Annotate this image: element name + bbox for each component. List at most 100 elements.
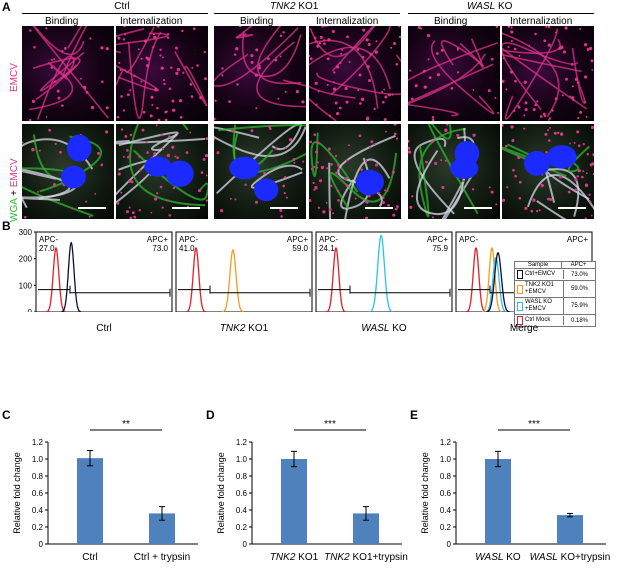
virus-particle bbox=[551, 109, 554, 112]
flow-xlabel-suffix: KO bbox=[389, 323, 407, 334]
virus-particle bbox=[202, 158, 206, 161]
membrane-stroke bbox=[35, 55, 75, 120]
virus-particle bbox=[118, 61, 121, 65]
virus-particle bbox=[333, 87, 337, 91]
micrograph-texture bbox=[28, 26, 110, 121]
virus-particle bbox=[160, 133, 163, 137]
virus-particle bbox=[532, 108, 536, 112]
legend-sample: TNK2 KO1 +EMCV bbox=[525, 281, 564, 297]
virus-particle bbox=[205, 153, 208, 158]
virus-particle bbox=[557, 131, 560, 135]
group-header-wasl: WASL KO bbox=[467, 1, 512, 12]
virus-particle bbox=[545, 26, 548, 28]
virus-particle bbox=[172, 108, 176, 112]
virus-particle bbox=[322, 210, 326, 214]
virus-particle bbox=[344, 86, 348, 91]
virus-particle bbox=[313, 36, 317, 40]
virus-particle bbox=[591, 68, 594, 71]
virus-particle bbox=[105, 130, 109, 134]
virus-particle bbox=[359, 102, 362, 105]
virus-particle bbox=[316, 161, 319, 164]
membrane-stroke bbox=[502, 32, 588, 118]
virus-particle bbox=[408, 150, 412, 154]
virus-particle bbox=[408, 146, 411, 150]
membrane-stroke bbox=[337, 134, 396, 208]
virus-particle bbox=[367, 42, 371, 46]
virus-particle bbox=[574, 77, 579, 81]
bar-category-label: Ctrl bbox=[82, 552, 98, 563]
virus-particle bbox=[128, 206, 131, 209]
virus-particle bbox=[354, 197, 357, 200]
virus-particle bbox=[159, 48, 162, 52]
virus-particle bbox=[393, 132, 397, 136]
virus-particle bbox=[52, 182, 56, 186]
virus-particle bbox=[524, 108, 528, 112]
flow-pos-label: APC+ bbox=[147, 235, 168, 244]
bar-y-tick-label: 0.6 bbox=[236, 489, 248, 498]
virus-particle bbox=[255, 48, 259, 52]
membrane-stroke bbox=[502, 38, 582, 73]
virus-particle bbox=[167, 33, 170, 36]
virus-particle bbox=[345, 184, 349, 188]
flow-plot-frame bbox=[35, 231, 173, 312]
virus-particle bbox=[159, 185, 163, 189]
panel-label-e: E bbox=[410, 408, 419, 422]
virus-particle bbox=[153, 152, 156, 155]
legend-header-sample: Sample bbox=[515, 262, 562, 268]
membrane-stroke bbox=[129, 124, 206, 207]
virus-particle bbox=[347, 144, 350, 147]
virus-particle bbox=[309, 54, 311, 58]
virus-particle bbox=[254, 200, 259, 204]
virus-particle bbox=[339, 61, 342, 64]
virus-particle bbox=[159, 54, 162, 57]
virus-particle bbox=[258, 66, 262, 70]
virus-particle bbox=[53, 80, 57, 83]
virus-particle bbox=[544, 132, 548, 136]
membrane-stroke bbox=[571, 47, 586, 105]
flow-mock-peak bbox=[465, 246, 486, 312]
flow-xlabel-3: WASL KO bbox=[316, 323, 452, 334]
virus-particle bbox=[151, 103, 154, 106]
bar-y-tick-label: 0 bbox=[243, 540, 248, 549]
virus-particle bbox=[130, 180, 134, 184]
panel-label-d: D bbox=[206, 408, 215, 422]
virus-particle bbox=[382, 196, 385, 199]
virus-particle bbox=[133, 215, 137, 219]
virus-particle bbox=[398, 26, 401, 28]
virus-particle bbox=[205, 137, 208, 141]
virus-particle bbox=[518, 180, 522, 184]
virus-particle bbox=[88, 215, 91, 218]
micrograph-texture bbox=[309, 124, 399, 219]
virus-particle bbox=[444, 128, 448, 132]
virus-particle bbox=[425, 160, 428, 164]
virus-particle bbox=[330, 163, 333, 166]
group-header-wasl-suffix: KO bbox=[495, 1, 513, 12]
flow-sample-peak bbox=[221, 249, 244, 312]
micrograph-r2-c5 bbox=[408, 124, 500, 219]
legend-swatch bbox=[517, 284, 523, 294]
flow-mock-peak bbox=[325, 246, 346, 312]
virus-particle bbox=[564, 26, 568, 30]
virus-particle bbox=[375, 40, 378, 43]
legend-value: 59.0% bbox=[570, 286, 588, 292]
flow-merge-peak-wasl bbox=[485, 256, 507, 312]
virus-particle bbox=[560, 45, 564, 49]
nucleus bbox=[454, 140, 480, 166]
bar-y-tick-label: 1.0 bbox=[440, 455, 452, 464]
virus-particle bbox=[205, 199, 208, 202]
virus-particle bbox=[233, 53, 237, 56]
membrane-stroke bbox=[316, 54, 401, 96]
flow-y-tick: 200 bbox=[19, 255, 33, 264]
virus-particle bbox=[569, 142, 571, 145]
virus-particle bbox=[160, 66, 164, 70]
virus-particle bbox=[539, 115, 543, 118]
legend-value: 0.18% bbox=[570, 317, 588, 324]
bar-y-tick-label: 1.0 bbox=[32, 455, 44, 464]
virus-particle bbox=[119, 68, 122, 71]
membrane-stroke bbox=[214, 126, 306, 157]
virus-particle bbox=[364, 160, 368, 163]
virus-particle bbox=[487, 89, 491, 93]
virus-particle bbox=[377, 191, 380, 194]
bar-y-tick-label: 0 bbox=[447, 540, 452, 549]
membrane-stroke bbox=[32, 26, 110, 119]
